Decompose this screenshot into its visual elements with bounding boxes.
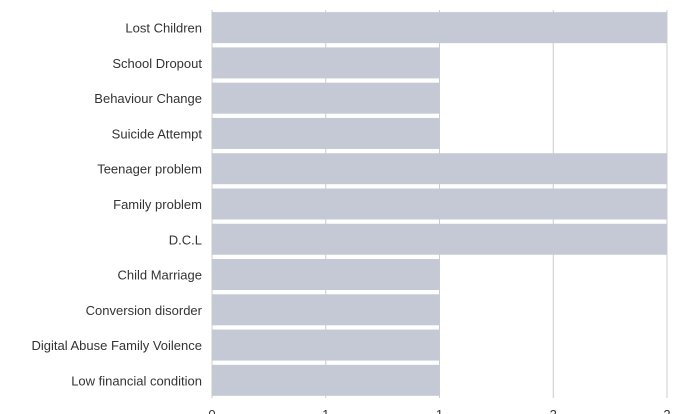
- category-label-10: Low financial condition: [71, 373, 202, 388]
- category-label-1: School Dropout: [112, 56, 202, 71]
- bar-6: [212, 223, 667, 255]
- x-tick-label-3: 2: [550, 407, 557, 414]
- category-label-0: Lost Children: [125, 21, 202, 36]
- category-label-3: Suicide Attempt: [112, 126, 203, 141]
- x-axis-tick-labels: 0 1 1 2 2: [208, 407, 670, 414]
- category-label-8: Conversion disorder: [86, 303, 203, 318]
- category-label-7: Child Marriage: [117, 268, 202, 283]
- category-label-9: Digital Abuse Family Voilence: [31, 338, 202, 353]
- x-tick-label-0: 0: [208, 407, 215, 414]
- bar-9: [212, 329, 440, 361]
- bar-8: [212, 294, 440, 326]
- x-tick-label-1: 1: [322, 407, 329, 414]
- x-tick-label-2: 1: [436, 407, 443, 414]
- bar-1: [212, 47, 440, 79]
- category-label-5: Family problem: [113, 197, 202, 212]
- bars: [212, 12, 667, 396]
- bar-5: [212, 188, 667, 220]
- bar-3: [212, 117, 440, 149]
- bar-10: [212, 364, 440, 396]
- category-label-6: D.C.L: [169, 232, 202, 247]
- bar-7: [212, 259, 440, 291]
- category-labels: Lost Children School Dropout Behaviour Cha…: [31, 21, 202, 389]
- category-label-2: Behaviour Change: [94, 91, 202, 106]
- bar-0: [212, 12, 667, 44]
- bar-2: [212, 82, 440, 114]
- x-tick-label-4: 2: [663, 407, 670, 414]
- category-label-4: Teenager problem: [97, 162, 202, 177]
- bar-4: [212, 153, 667, 185]
